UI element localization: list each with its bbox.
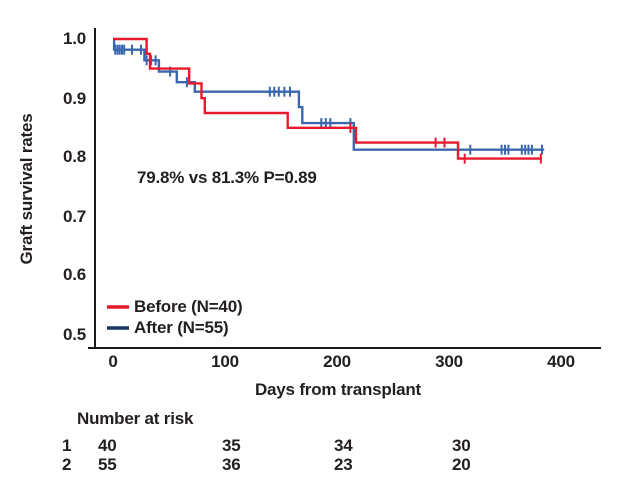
x-tick-label: 100	[211, 352, 239, 371]
risk-count: 55	[98, 455, 117, 474]
survival-comparison-annotation: 79.8% vs 81.3% P=0.89	[137, 168, 317, 187]
risk-count: 35	[222, 436, 241, 455]
survival-curves	[112, 37, 545, 164]
y-tick-label: 0.8	[62, 147, 86, 166]
risk-count: 34	[334, 436, 353, 455]
x-tick-label: 200	[323, 352, 351, 371]
x-tick-label: 300	[435, 352, 463, 371]
risk-count: 23	[334, 455, 353, 474]
legend-label-before: Before (N=40)	[134, 297, 243, 316]
x-tick-label: 0	[108, 352, 118, 371]
x-tick-label: 400	[547, 352, 575, 371]
risk-count: 20	[452, 455, 471, 474]
risk-row-label: 1	[62, 436, 72, 455]
y-tick-label: 0.7	[62, 207, 86, 226]
risk-count: 36	[222, 455, 241, 474]
y-tick-label: 0.6	[62, 265, 86, 284]
x-axis-title: Days from transplant	[254, 380, 422, 399]
risk-count: 30	[452, 436, 471, 455]
risk-row-label: 2	[62, 455, 72, 474]
y-tick-label: 0.5	[62, 325, 86, 344]
km-curve-before	[113, 37, 542, 160]
risk-table-title: Number at risk	[77, 409, 194, 428]
legend-label-after: After (N=55)	[134, 318, 229, 337]
km-curve-after	[112, 37, 545, 151]
risk-count: 40	[98, 436, 117, 455]
y-tick-label: 0.9	[62, 89, 86, 108]
y-axis-title: Graft survival rates	[17, 113, 36, 265]
y-tick-label: 1.0	[62, 29, 86, 48]
